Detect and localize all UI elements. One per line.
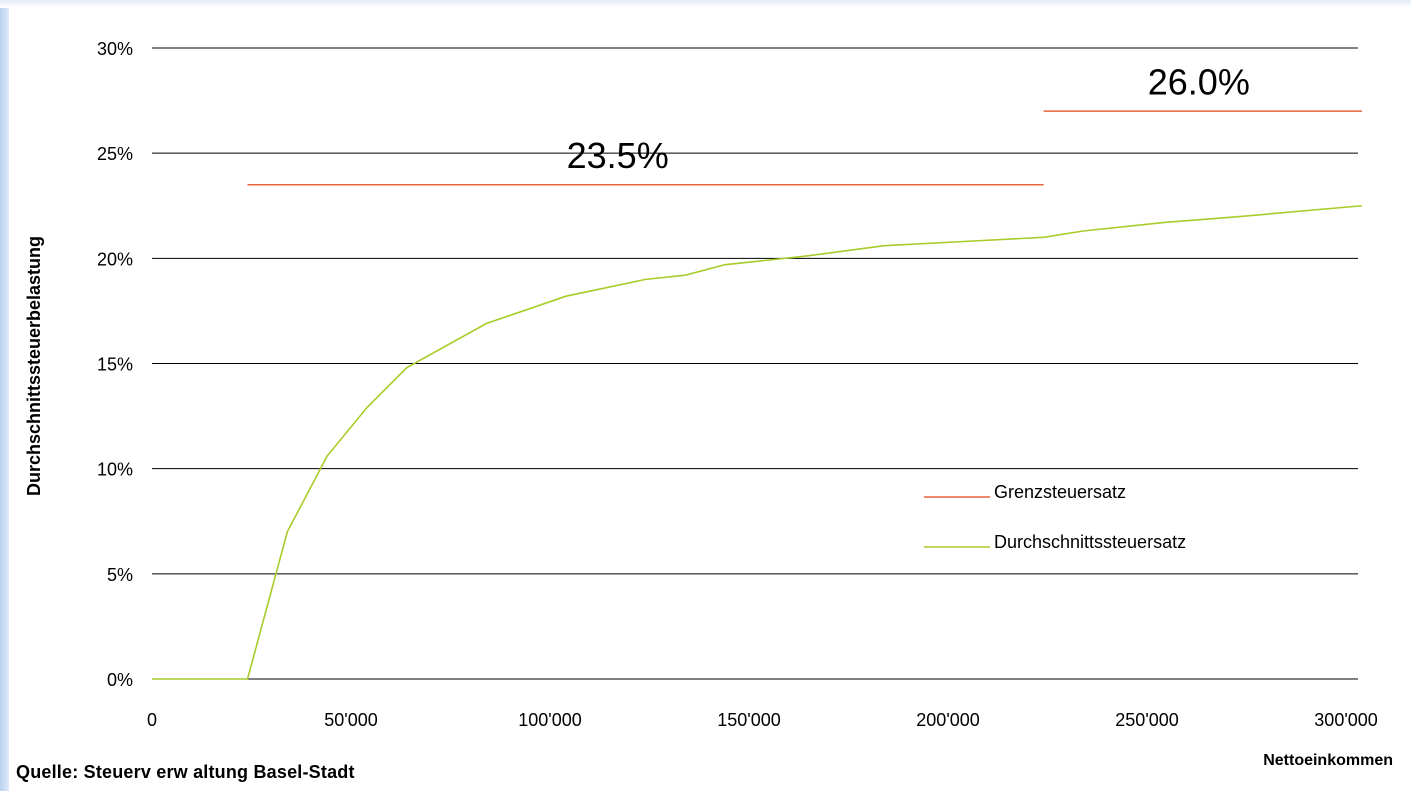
series-lines <box>152 110 1363 680</box>
legend: Grenzsteuersatz Durchschnittssteuersatz <box>924 482 1186 552</box>
y-axis-label: Durchschnittssteuerbelastung <box>24 236 44 496</box>
y-tick-label: 30% <box>97 39 133 59</box>
rate-annotation: 26.0% <box>1148 61 1250 102</box>
y-tick-label: 10% <box>97 460 133 480</box>
left-decorative-band <box>0 0 9 791</box>
x-tick-label: 100'000 <box>518 710 582 730</box>
x-tick-label: 250'000 <box>1115 710 1179 730</box>
y-tick-label: 15% <box>97 355 133 375</box>
y-tick-label: 5% <box>107 565 133 585</box>
source-note: Quelle: Steuerv erw altung Basel-Stadt <box>16 762 355 782</box>
grid <box>152 47 1358 680</box>
x-tick-label: 200'000 <box>916 710 980 730</box>
x-tick-label: 50'000 <box>324 710 378 730</box>
x-axis-ticks: 0 50'000 100'000 150'000 200'000 250'000 300'0… <box>147 710 1378 730</box>
y-axis-ticks: 0% 5% 10% 15% 20% 25% 30% <box>97 39 133 690</box>
top-decorative-band <box>0 0 1411 8</box>
legend-label: Durchschnittssteuersatz <box>994 532 1186 552</box>
annotations: 23.5% 26.0% <box>567 61 1250 176</box>
rate-annotation: 23.5% <box>567 135 669 176</box>
y-tick-label: 20% <box>97 249 133 269</box>
x-axis-label: Nettoeinkommen <box>1263 752 1393 769</box>
durchschnittssteuersatz-line <box>152 204 1363 680</box>
legend-label: Grenzsteuersatz <box>994 482 1126 502</box>
x-tick-label: 300'000 <box>1314 710 1378 730</box>
x-tick-label: 150'000 <box>717 710 781 730</box>
x-tick-label: 0 <box>147 710 157 730</box>
y-tick-label: 0% <box>107 670 133 690</box>
y-tick-label: 25% <box>97 144 133 164</box>
